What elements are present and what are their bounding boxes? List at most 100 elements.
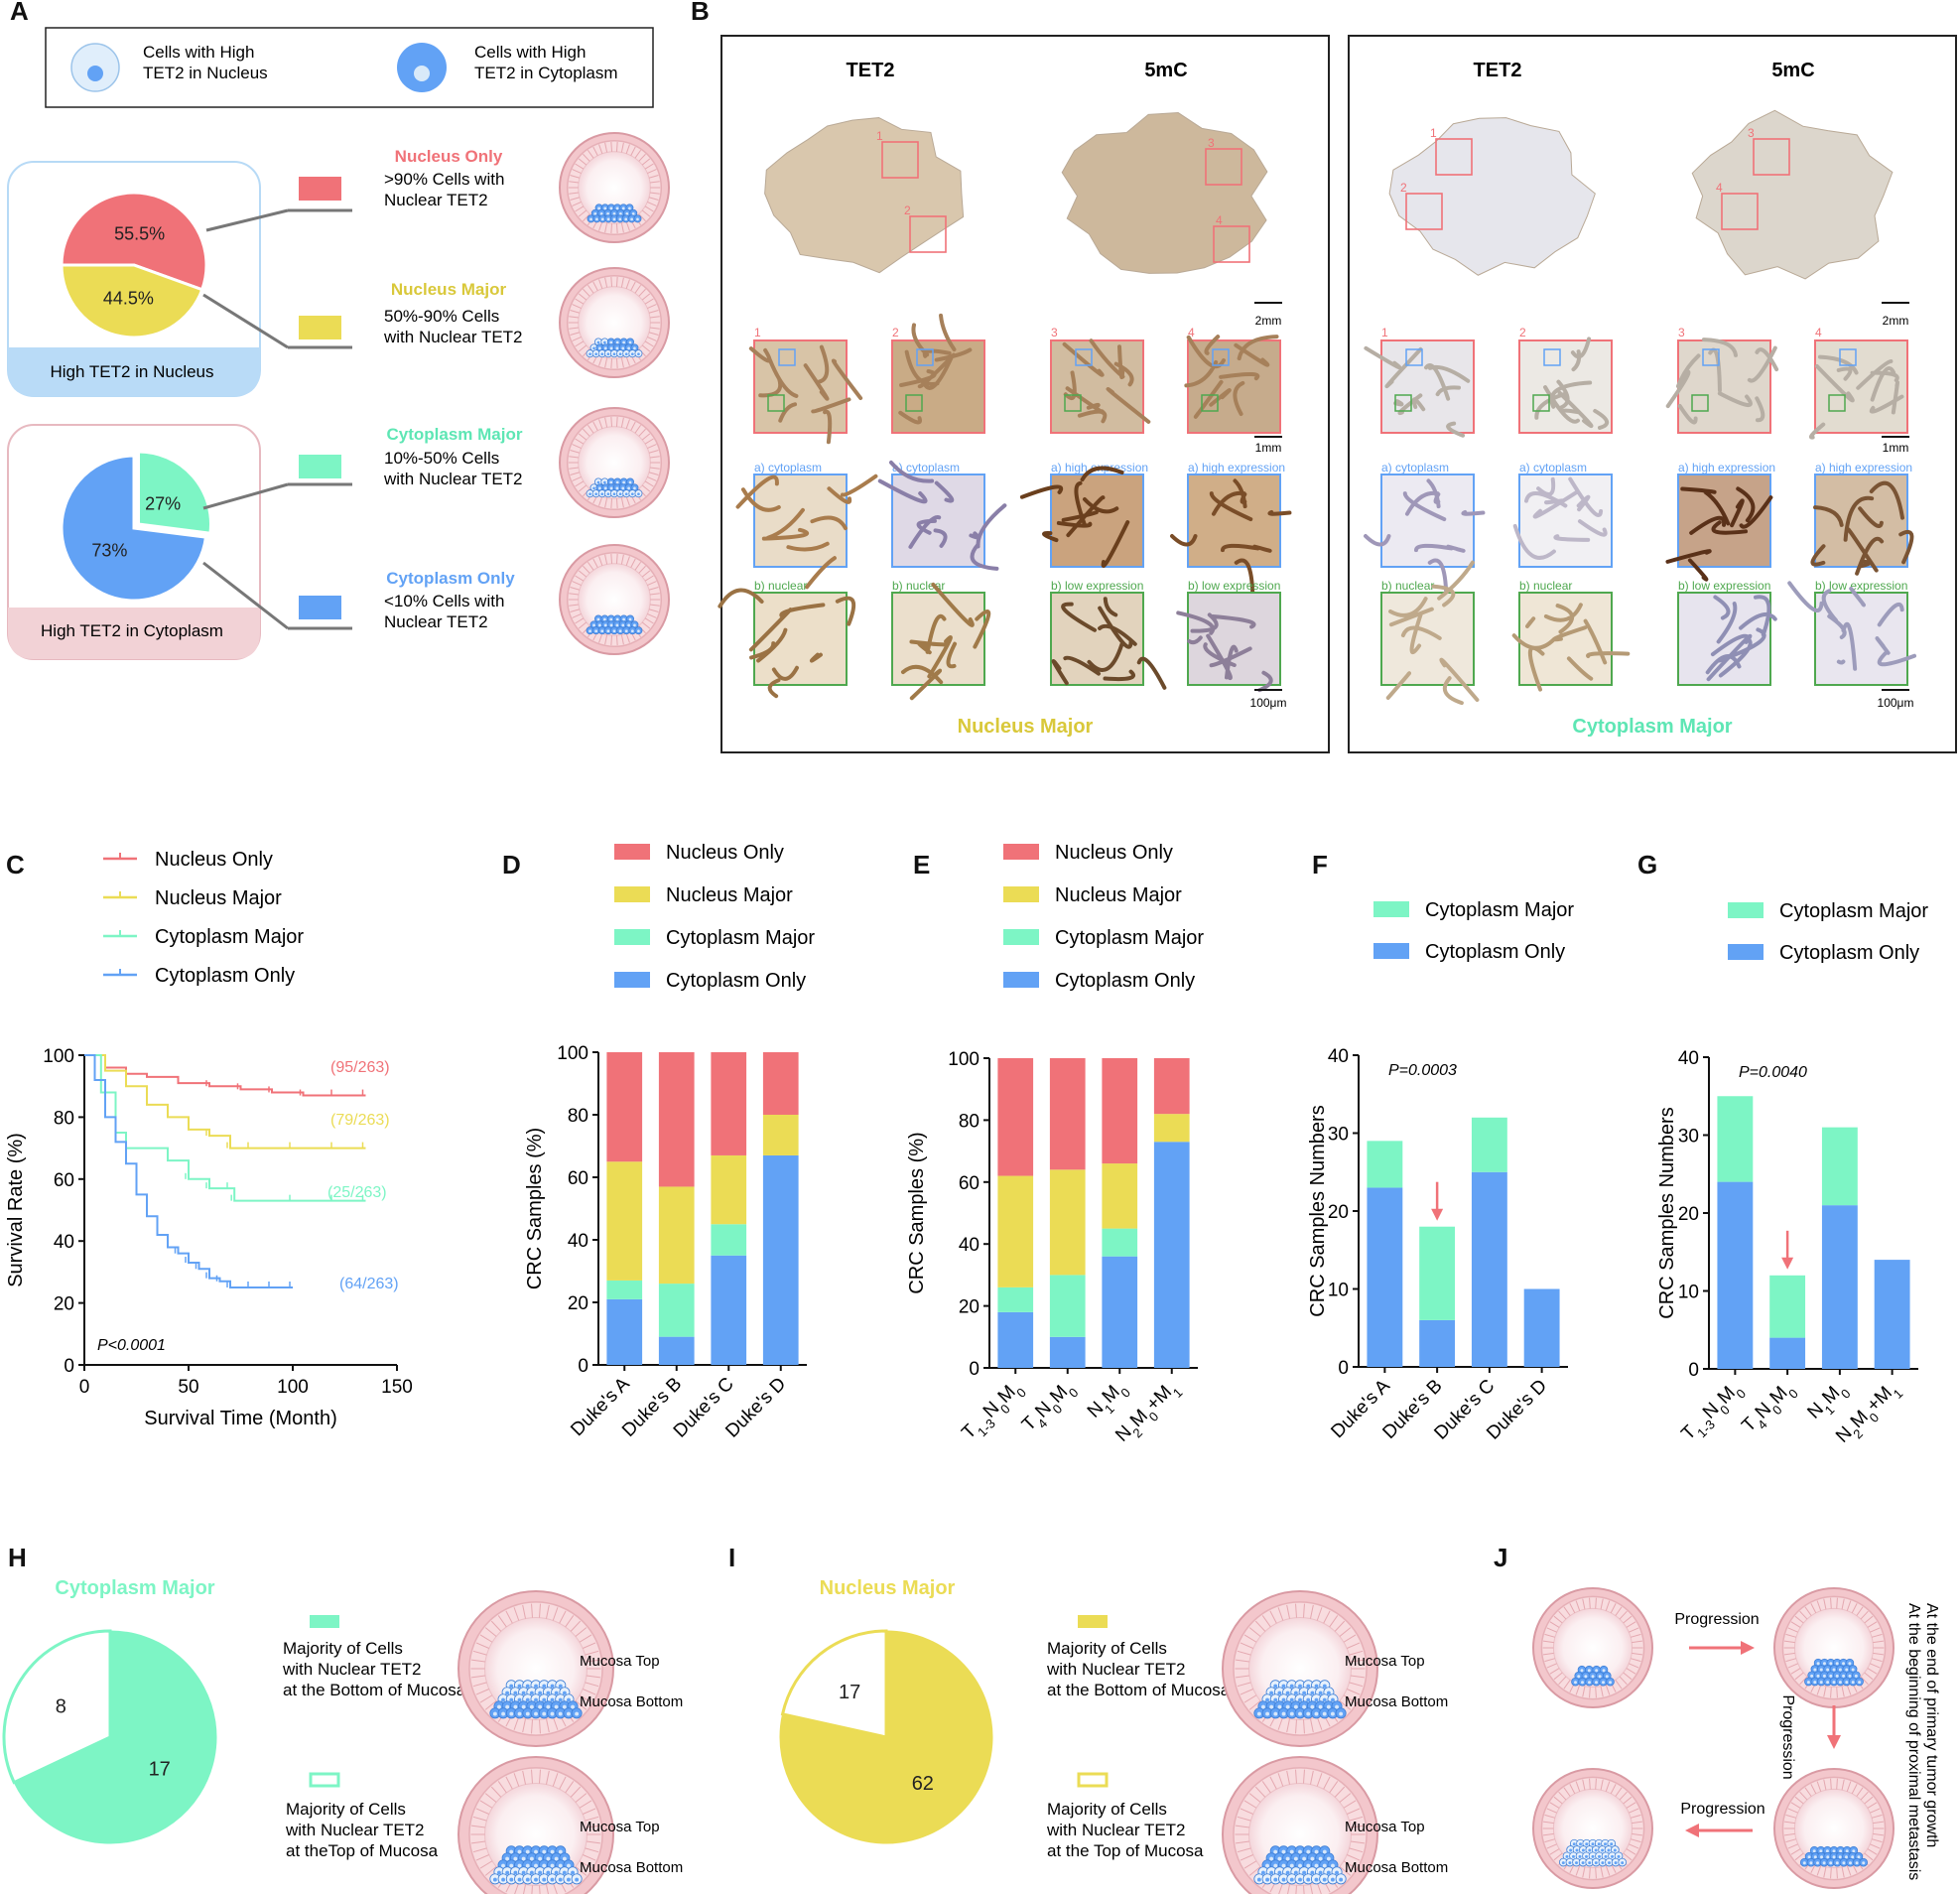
zoom-box-a <box>1839 348 1857 366</box>
text-line: with Nuclear TET2 <box>285 1821 425 1839</box>
bar-segment <box>997 1058 1034 1176</box>
legend-label: Cytoplasm Major <box>1055 927 1204 949</box>
legend-swatch <box>614 844 650 860</box>
histology-group-cytoplasm-major: TET2 5mC 1 2 3 4 2mm 1 2 3 4 1mm a) cytoplasm a) cyto… <box>1364 60 1917 738</box>
tumor-cell-nucleus <box>1256 1711 1261 1716</box>
text-line: with Nuclear TET2 <box>1046 1821 1186 1839</box>
tumor-cell-nucleus <box>1588 1681 1591 1685</box>
panel-h-organ-diagrams: Mucosa Top Mucosa Bottom Mucosa Top Mucosa … <box>457 1590 683 1894</box>
tumor-cell-nucleus <box>612 217 616 221</box>
tumor-cell-nucleus <box>538 1704 543 1709</box>
tumor-cell-nucleus <box>1605 1675 1609 1679</box>
connector-line-2 <box>202 293 289 349</box>
zoom-caption-b: b) nuclear <box>892 579 945 593</box>
legend-swatch <box>1373 901 1409 917</box>
tumor-cell-nucleus <box>1322 1863 1327 1868</box>
y-tick-label: 10 <box>1328 1281 1349 1301</box>
tumor-cell-nucleus <box>1611 1854 1615 1858</box>
legend-label: Nucleus Only <box>666 842 784 864</box>
tumor-cell-nucleus <box>509 1697 514 1702</box>
tumor-cell-nucleus <box>603 623 607 627</box>
tumor-cell-nucleus <box>600 352 604 356</box>
tumor-cell-nucleus <box>1326 1691 1331 1695</box>
tumor-cell-nucleus <box>1310 1856 1315 1861</box>
label-part: M <box>1714 1383 1740 1409</box>
zoom-caption-a: a) high expression <box>1188 461 1285 474</box>
y-tick-label: 60 <box>568 1168 588 1189</box>
panel-letter-i: I <box>728 1543 735 1572</box>
tumor-cell-nucleus <box>1594 1861 1598 1865</box>
tumor-cell-nucleus <box>1298 1849 1302 1854</box>
panel-j: Progression Progression Progression At t… <box>1532 1587 1940 1889</box>
connector-line-4 <box>202 561 289 630</box>
tumor-cell-nucleus <box>1322 1711 1327 1716</box>
pie-slice <box>60 454 208 603</box>
tumor-cell-nucleus <box>593 212 597 215</box>
bar-segment <box>1153 1058 1190 1115</box>
legend-swatch <box>614 886 650 902</box>
nucleus-dot-icon <box>87 66 103 81</box>
text-line: at theTop of Mucosa <box>286 1841 439 1860</box>
tumor-cell-nucleus <box>538 1691 543 1695</box>
tumor-cell-nucleus <box>603 617 606 621</box>
legend-swatch <box>614 972 650 988</box>
tumor-cell-nucleus <box>1326 1856 1331 1861</box>
tumor-cell-nucleus <box>1331 1697 1335 1702</box>
tumor-cell-nucleus <box>1310 1870 1315 1875</box>
nucleus-group-label: High TET2 in Nucleus <box>50 362 213 381</box>
y-tick-label: 60 <box>959 1173 980 1194</box>
bar-segment <box>1874 1260 1910 1369</box>
tumor-cell-nucleus <box>1621 1861 1625 1865</box>
tumor-cell-nucleus <box>603 480 606 484</box>
zoom-box-a <box>778 348 796 366</box>
legend-swatch <box>614 929 650 945</box>
tumor-cell-nucleus <box>622 480 625 484</box>
mucosa-top-label: Mucosa Top <box>1345 1819 1425 1835</box>
tumor-cell-nucleus <box>1835 1662 1839 1666</box>
text-line: <10% Cells with <box>384 592 504 610</box>
tumor-cell-nucleus <box>1277 1704 1282 1709</box>
tumor-cell-nucleus <box>1306 1849 1311 1854</box>
tumor-cell-nucleus <box>1339 1877 1344 1882</box>
tumor-cell-nucleus <box>592 346 595 350</box>
x-tick-label: N1M0 <box>1803 1378 1853 1427</box>
tumor-cell-nucleus <box>600 217 604 221</box>
tumor-cell-nucleus <box>1809 1861 1813 1865</box>
tumor-cell-nucleus <box>1302 1870 1307 1875</box>
tumor-cell-nucleus <box>1298 1863 1302 1868</box>
tumor-cell-nucleus <box>509 1863 514 1868</box>
y-tick-label: 30 <box>1678 1127 1699 1148</box>
colon-cross-section-icon <box>559 544 670 655</box>
tumor-cell-nucleus <box>1298 1697 1302 1702</box>
tissue-section <box>1061 112 1268 274</box>
panel-i-pie: 62 17 <box>779 1629 993 1844</box>
tumor-cell-nucleus <box>554 1704 559 1709</box>
tumor-cell-nucleus <box>1848 1674 1852 1678</box>
tumor-cell-nucleus <box>1838 1855 1842 1859</box>
tumor-cell-nucleus <box>627 486 630 490</box>
tumor-cell-nucleus <box>517 1877 522 1882</box>
gland-structure <box>1364 345 1471 438</box>
category-desc-cytoplasm-major: 10%-50% Cells with Nuclear TET2 <box>383 449 523 488</box>
bar-segment <box>1367 1187 1403 1367</box>
tumor-cell-nucleus <box>630 217 633 221</box>
tumor-cell-nucleus <box>1598 1675 1602 1679</box>
mucosa-villi <box>1783 1778 1885 1879</box>
scale-label: 2mm <box>1255 314 1282 328</box>
cytoplasm-group-label-bg <box>8 608 260 659</box>
mucosa-villi <box>470 1769 601 1894</box>
tumor-cell-nucleus <box>598 346 601 350</box>
legend-label: Nucleus Major <box>1055 884 1182 906</box>
legend-label: Cytoplasm Only <box>1425 941 1565 963</box>
tumor-cell-nucleus <box>1829 1674 1833 1678</box>
roi-box <box>1205 148 1242 186</box>
mucosa-villi <box>1783 1597 1885 1698</box>
tumor-cell-nucleus <box>606 492 610 496</box>
tumor-cell-nucleus <box>1844 1855 1848 1859</box>
scale-label: 100μm <box>1878 696 1914 710</box>
tumor-cell-nucleus <box>1289 1684 1294 1689</box>
tumor-cell-nucleus <box>615 340 619 344</box>
y-tick-label: 0 <box>64 1356 74 1377</box>
tumor-cell-nucleus <box>1822 1861 1826 1865</box>
